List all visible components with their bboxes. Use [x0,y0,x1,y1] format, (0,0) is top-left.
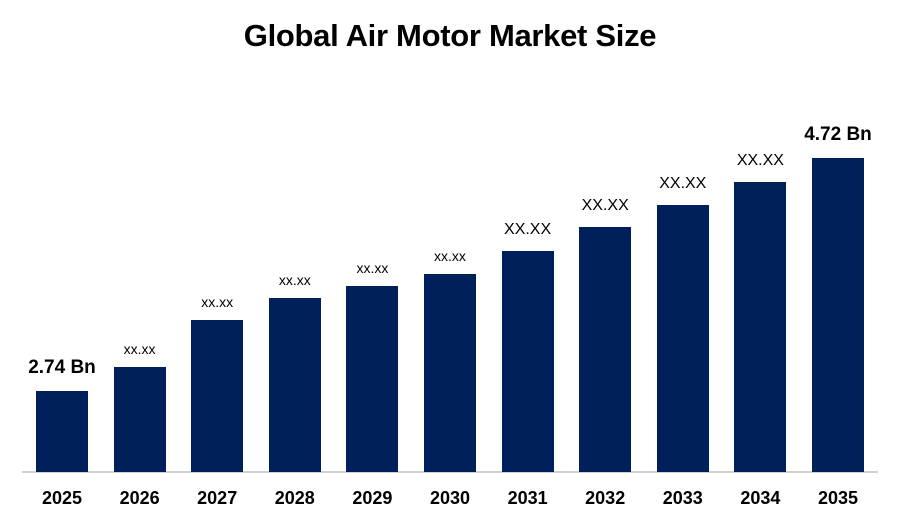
bar-2028 [268,298,321,472]
x-axis-tick-2026: 2026 [119,488,160,508]
x-axis-line [22,471,878,473]
bar-2030 [424,274,476,472]
data-label-2031: XX.XX [504,221,552,238]
chart-title: Global Air Motor Market Size [243,18,657,53]
bar-2033 [656,205,709,472]
bar-2026 [113,367,166,472]
x-axis-tick-2034: 2034 [740,488,781,508]
x-axis-tick-2035: 2035 [817,488,859,508]
x-axis-tick-2032: 2032 [585,488,626,508]
x-axis-tick-2029: 2029 [352,488,393,508]
bar-2027 [191,320,244,472]
bar-2035 [812,158,864,472]
x-axis-tick-2031: 2031 [507,488,548,508]
x-axis-tick-2027: 2027 [197,488,238,508]
data-label-2028: xx.xx [278,272,311,288]
x-axis-tick-2028: 2028 [274,488,315,508]
bar-2029 [346,286,399,472]
data-label-2035: 4.72 Bn [804,124,872,145]
data-label-2033: XX.XX [659,175,707,192]
data-label-2030: xx.xx [434,248,466,264]
data-label-2032: XX.XX [581,197,629,214]
bar-2025 [36,391,88,472]
x-axis-tick-2025: 2025 [41,488,83,508]
data-label-2025: 2.74 Bn [28,357,96,378]
bar-2032 [579,227,632,472]
data-label-2029: xx.xx [356,260,389,276]
x-axis-tick-2033: 2033 [662,488,703,508]
data-label-2026: xx.xx [123,341,156,357]
data-label-2034: XX.XX [736,152,784,169]
bar-2034 [734,182,787,472]
bar-2031 [501,251,554,472]
data-label-2027: xx.xx [201,294,234,310]
x-axis-tick-2030: 2030 [429,488,471,508]
